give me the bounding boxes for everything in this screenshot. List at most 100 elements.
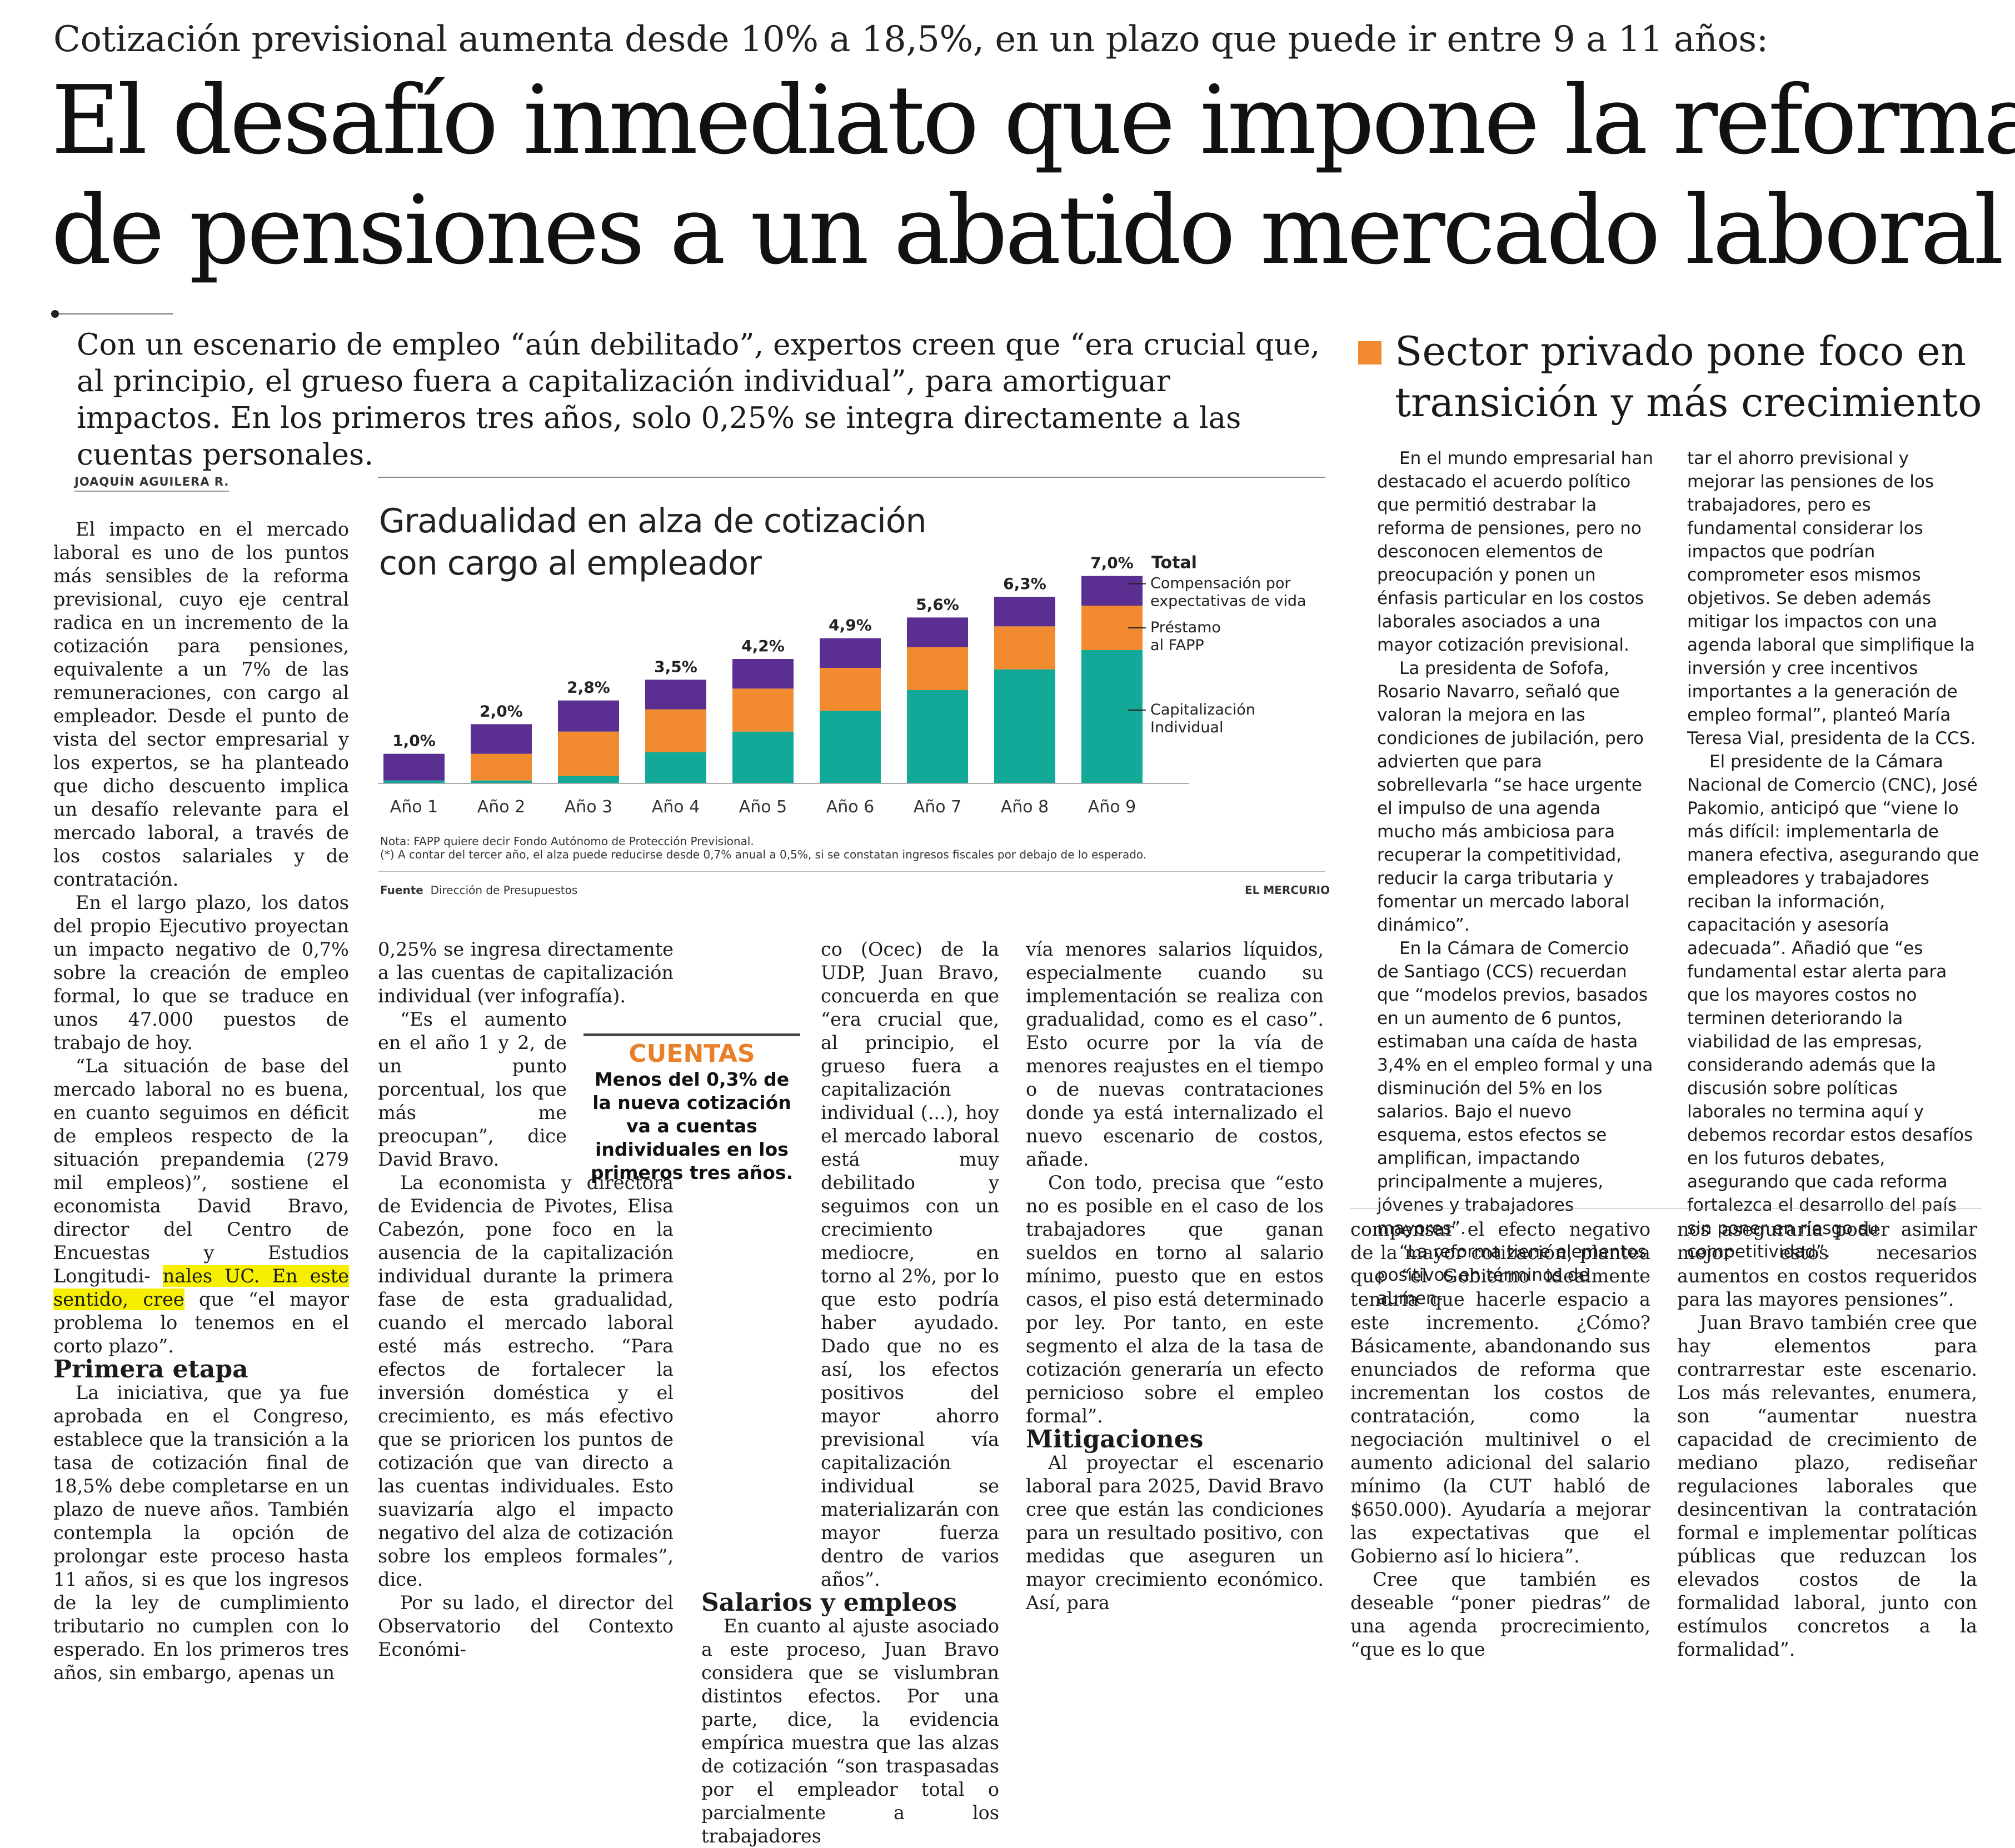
chart-note-2: (*) A contar del tercer año, el alza pue… [380,848,1147,861]
headline-line-2: de pensiones a un abatido mercado labora… [51,176,2004,286]
col3-paragraph-1: co (Ocec) de la UDP, Juan Bravo, concuer… [821,938,999,1590]
bar-segment-1 [645,752,706,783]
col3-paragraph-2: En cuanto al ajuste asociado a este proc… [701,1615,999,1847]
headline: El desafío inmediato que impone la refor… [51,66,2015,286]
chart-note-1: Nota: FAPP quiere decir Fondo Autónomo d… [380,835,754,848]
sidebar-title: Sector privado pone foco en transición y… [1395,326,1982,428]
sidebar-title-line-1: Sector privado pone foco en [1395,328,1967,374]
bar-segment-3 [558,700,619,732]
sidebar-a-p4: “La reforma tiene elementos positivos en… [1377,1242,1647,1308]
callout-box: CUENTAS Menos del 0,3% de la nueva cotiz… [583,1033,800,1185]
sidebar-column-a: En el mundo empresarial han destacado el… [1377,447,1655,1310]
column-6: nos aseguraría poder asimilar mejor esto… [1677,1218,1977,1661]
bar-segment-1 [820,711,881,783]
col1-p3-b: que “el mayor problema lo tenemos en el … [53,1288,349,1357]
col5-paragraph-1: compensar el efecto negativo de la mayor… [1350,1218,1650,1567]
col2-paragraph-3: La economista y directora de Evidencia d… [378,1172,674,1590]
total-label: 7,0% [1090,554,1134,572]
bar-segment-1 [558,776,619,783]
col2-paragraph-4: Por su lado, el director del Observatori… [378,1592,674,1660]
category-label: Año 6 [826,797,875,817]
source-text: Dirección de Presupuestos [430,883,578,897]
byline: JOAQUÍN AGUILERA R. [74,475,230,492]
chart-top-rule [378,477,1325,478]
col1-p3-a: “La situación de base del mercado labora… [53,1055,349,1287]
category-label: Año 3 [565,797,613,817]
labels-group: 1,0% Año 1 2,0% Año 2 2,8% Año 3 3,5% Año 4 4,2%… [390,554,1136,817]
column-3: co (Ocec) de la UDP, Juan Bravo, concuer… [701,938,999,1848]
total-label: 5,6% [916,595,959,613]
total-label: 1,0% [392,732,436,750]
total-label: 2,0% [480,702,523,720]
bar-segment-1 [471,780,532,783]
bar-segment-3 [820,638,881,668]
column-4: vía menores salarios líquidos, especialm… [1026,938,1324,1615]
source-label: Fuente [380,883,423,897]
bars-group [383,576,1143,783]
category-label: Año 7 [914,797,962,817]
sidebar-a-p3: En la Cámara de Comercio de Santiago (CC… [1377,938,1653,1238]
col2-paragraph-1: 0,25% se ingresa directamente a las cuen… [378,938,674,1007]
bar-segment-2 [994,626,1055,670]
bar-segment-3 [471,724,532,754]
bar-segment-1 [907,690,968,783]
bar-segment-3 [645,680,706,710]
column-5: compensar el efecto negativo de la mayor… [1350,1218,1650,1661]
sidebar-b-p1: tar el ahorro previsional y mejorar las … [1687,448,1976,748]
deck: Con un escenario de empleo “aún debilita… [77,328,1320,472]
subhead-salarios: Salarios y empleos [701,1589,957,1617]
col6-paragraph-1: nos aseguraría poder asimilar mejor esto… [1677,1218,1977,1310]
bar-segment-2 [820,668,881,711]
legend-prestamo: Préstamo al FAPP [1150,619,1221,654]
bar-segment-1 [1081,650,1143,783]
col2-paragraph-2: “Es el aumento en el año 1 y 2, de un pu… [378,1008,567,1170]
chart-title: Gradualidad en alza de cotización con ca… [379,502,927,583]
category-label: Año 1 [390,797,438,817]
bar-segment-3 [907,617,968,647]
col4-paragraph-3: Al proyectar el escenario laboral para 2… [1026,1452,1324,1614]
col1-paragraph-1: El impacto en el mercado laboral es uno … [53,518,349,890]
bar-segment-3 [732,659,794,689]
total-label: 3,5% [654,657,697,676]
sidebar-a-p2: La presidenta de Sofofa, Rosario Navarro… [1377,658,1644,935]
bar-segment-1 [383,780,445,783]
callout-body: Menos del 0,3% de la nueva cotización va… [590,1068,794,1183]
category-label: Año 9 [1088,797,1136,817]
total-label: 4,9% [829,616,872,635]
col1-paragraph-3: “La situación de base del mercado labora… [53,1055,349,1358]
bar-segment-3 [994,597,1055,627]
column-1: El impacto en el mercado laboral es uno … [53,518,349,1685]
bar-segment-1 [994,669,1055,783]
col5-paragraph-2: Cree que también es deseable “poner pied… [1350,1569,1650,1660]
sidebar-a-p1: En el mundo empresarial han destacado el… [1377,448,1653,655]
col4-paragraph-2: Con todo, precisa que “esto no es posibl… [1026,1172,1324,1427]
legend-compensacion: Compensación por expectativas de vida [1150,575,1306,610]
sidebar-marker [1358,341,1381,364]
col6-paragraph-2: Juan Bravo también cree que hay elemento… [1677,1312,1977,1660]
chart-source: Fuente Dirección de Presupuestos [380,883,577,897]
col1-paragraph-2: En el largo plazo, los datos del propio … [53,892,349,1053]
total-label: 2,8% [567,678,610,697]
bar-segment-1 [732,731,794,783]
bar-segment-2 [732,688,794,732]
category-label: Año 5 [739,797,787,817]
callout-title: CUENTAS [583,1033,800,1068]
category-label: Año 2 [477,797,526,817]
category-label: Año 4 [652,797,700,817]
brand-label: EL MERCURIO [1245,883,1330,897]
subhead-mitigaciones: Mitigaciones [1026,1425,1204,1454]
bullet-dot [51,310,59,318]
subhead-primera-etapa: Primera etapa [53,1355,248,1383]
bar-segment-2 [471,753,532,781]
category-label: Año 8 [1001,797,1049,817]
divider [53,313,173,314]
col4-paragraph-1: vía menores salarios líquidos, especialm… [1026,938,1324,1170]
kicker: Cotización previsional aumenta desde 10%… [53,19,1768,60]
chart-bottom-rule [378,871,1325,872]
headline-line-1: El desafío inmediato que impone la refor… [51,66,2015,176]
chart-svg: 1,0% Año 1 2,0% Año 2 2,8% Año 3 3,5% Año 4 4,2%… [378,553,1306,817]
bar-segment-2 [558,731,619,776]
sidebar-title-line-2: transición y más crecimiento [1395,379,1982,426]
total-label: 4,2% [741,637,785,655]
